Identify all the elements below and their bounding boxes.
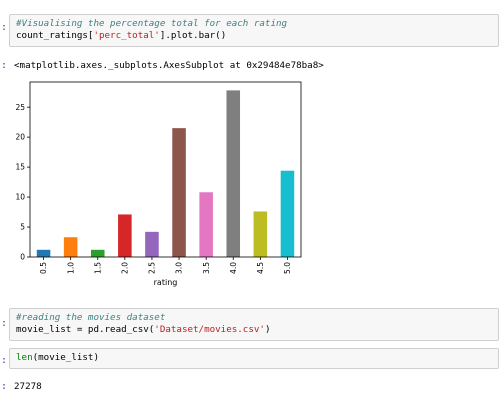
code-cell-plot[interactable]: #Visualising the percentage total for ea… (9, 14, 499, 47)
code-token: ].plot.bar() (159, 30, 227, 41)
x-tick-label: 4.0 (229, 262, 238, 274)
x-tick-label: 0.5 (39, 262, 48, 274)
y-tick-label: 25 (15, 103, 25, 112)
cell-prompt: : (1, 22, 8, 33)
code-token: len (16, 352, 33, 363)
code-cell-len[interactable]: len(movie_list) (9, 348, 499, 369)
code-token: movie_list = pd.read_csv( (16, 324, 155, 335)
x-tick-label: 5.0 (283, 262, 292, 274)
code-token: (movie_list) (32, 352, 99, 363)
x-tick-label: 2.5 (148, 262, 157, 274)
x-tick-label: 3.5 (202, 262, 211, 274)
code-token: count_ratings[ (16, 30, 94, 41)
code-token: 'perc_total' (93, 30, 160, 41)
code-token: ) (264, 324, 271, 335)
code-token: #Visualising the percentage total for ea… (16, 18, 288, 29)
cell-prompt: : (1, 355, 8, 366)
output-prompt: : (1, 60, 8, 71)
y-tick-label: 0 (20, 253, 25, 262)
output-len-value: 27278 (14, 381, 42, 392)
bar (253, 211, 268, 257)
code-line: #Visualising the percentage total for ea… (16, 18, 492, 30)
y-tick-label: 20 (15, 133, 25, 142)
code-token: 'Dataset/movies.csv' (154, 324, 265, 335)
code-cell-read-movies[interactable]: #reading the movies dataset movie_list = … (9, 308, 499, 341)
x-tick-label: 4.5 (256, 262, 265, 274)
bar (36, 249, 51, 257)
code-line: count_ratings['perc_total'].plot.bar() (16, 30, 492, 42)
code-line: #reading the movies dataset (16, 312, 492, 324)
bar (145, 231, 159, 257)
bar (199, 192, 213, 257)
output-repr: <matplotlib.axes._subplots.AxesSubplot a… (14, 60, 324, 71)
x-axis-title: rating (154, 278, 178, 287)
code-token: #reading the movies dataset (16, 312, 166, 323)
bar (280, 170, 295, 257)
output-prompt: : (1, 381, 8, 392)
x-tick-label: 1.0 (66, 262, 75, 274)
cell-prompt: : (1, 318, 8, 329)
x-tick-label: 3.0 (175, 262, 184, 274)
y-tick-label: 15 (15, 163, 25, 172)
code-line: movie_list = pd.read_csv('Dataset/movies… (16, 324, 492, 336)
bar (90, 249, 105, 257)
bar (63, 237, 78, 257)
plot-frame (29, 81, 302, 258)
bar (118, 214, 132, 257)
bar (172, 128, 186, 257)
code-line: len(movie_list) (16, 352, 492, 364)
x-tick-label: 2.0 (120, 262, 129, 274)
bar (226, 90, 241, 257)
y-tick-label: 5 (20, 223, 25, 232)
x-tick-label: 1.5 (93, 262, 102, 274)
y-tick-label: 10 (15, 193, 25, 202)
bar-chart: 0 5 10 15 20 25 0.5 1.0 1.5 2.0 2.5 3.0 3.5 4.0 4.5 5.0… (15, 81, 302, 287)
